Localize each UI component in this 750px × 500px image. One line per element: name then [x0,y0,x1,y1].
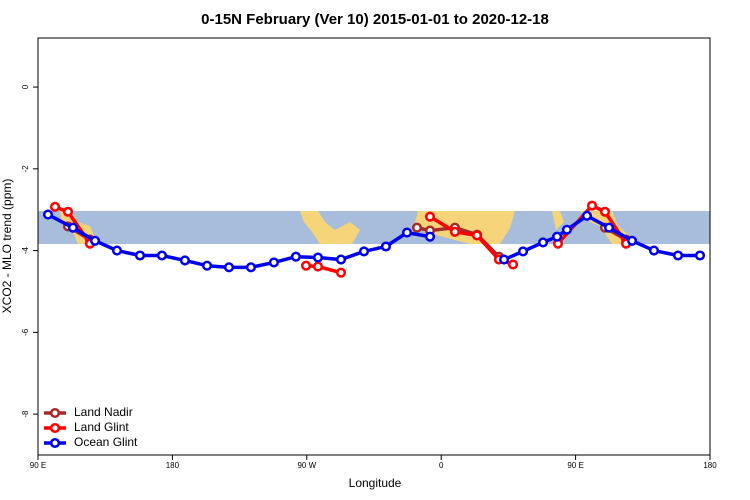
data-point [42,209,54,220]
data-point [499,254,510,265]
x-tick-label: 180 [166,461,180,470]
data-point [586,200,598,211]
data-point [424,231,436,242]
marks [42,200,706,278]
map-band [38,211,710,244]
data-point [290,251,301,262]
data-point [581,210,592,221]
data-point [424,211,436,222]
legend-label: Land Glint [74,420,129,434]
data-point [335,254,347,265]
x-tick-label: 90 W [297,461,316,470]
data-point [626,235,638,246]
data-point [401,227,413,238]
data-point [552,231,563,242]
data-point [380,241,391,252]
data-point [156,250,167,261]
legend-swatch [49,437,61,449]
data-point [312,261,324,272]
data-point [335,267,347,278]
data-point [648,245,660,256]
x-tick-label: 90 E [30,461,46,470]
data-point [201,260,213,271]
data-point [49,201,61,212]
data-point [223,262,235,273]
y-tick-label: -4 [21,246,30,254]
x-axis-label: Longitude [349,476,402,490]
plot-frame [37,37,711,456]
data-point [301,260,312,271]
legend-swatch [49,407,61,419]
data-point [517,246,529,257]
data-point [245,262,256,273]
land [300,211,360,244]
data-point [67,222,78,233]
land [415,211,515,244]
data-point [561,224,572,235]
x-tick-label: 0 [439,461,444,470]
data-point [134,250,146,261]
y-axis-label: XCO2 - MLO trend (ppm) [0,179,14,314]
data-point [672,250,684,261]
data-point [179,255,190,266]
data-point [312,252,324,263]
legend-label: Land Nadir [74,405,133,419]
data-point [507,259,519,270]
data-point [268,257,279,268]
data-point [449,226,460,237]
y-tick-label: -6 [21,328,30,336]
data-point [358,246,370,257]
data-point [411,222,423,233]
legend-swatch [49,422,61,434]
chart-title: 0-15N February (Ver 10) 2015-01-01 to 20… [201,11,549,28]
x-tick-label: 180 [703,461,717,470]
data-point [471,230,483,241]
y-tick-label: -2 [21,165,30,173]
legend-label: Ocean Glint [74,435,138,449]
data-point [111,245,123,256]
data-point [62,206,74,217]
data-point [89,235,101,246]
y-tick-label: -8 [21,410,30,418]
data-point [537,237,549,248]
data-point [604,222,615,233]
y-tick-label: 0 [21,84,30,89]
data-point [599,206,611,217]
data-point [694,250,706,261]
x-tick-label: 90 E [567,461,583,470]
